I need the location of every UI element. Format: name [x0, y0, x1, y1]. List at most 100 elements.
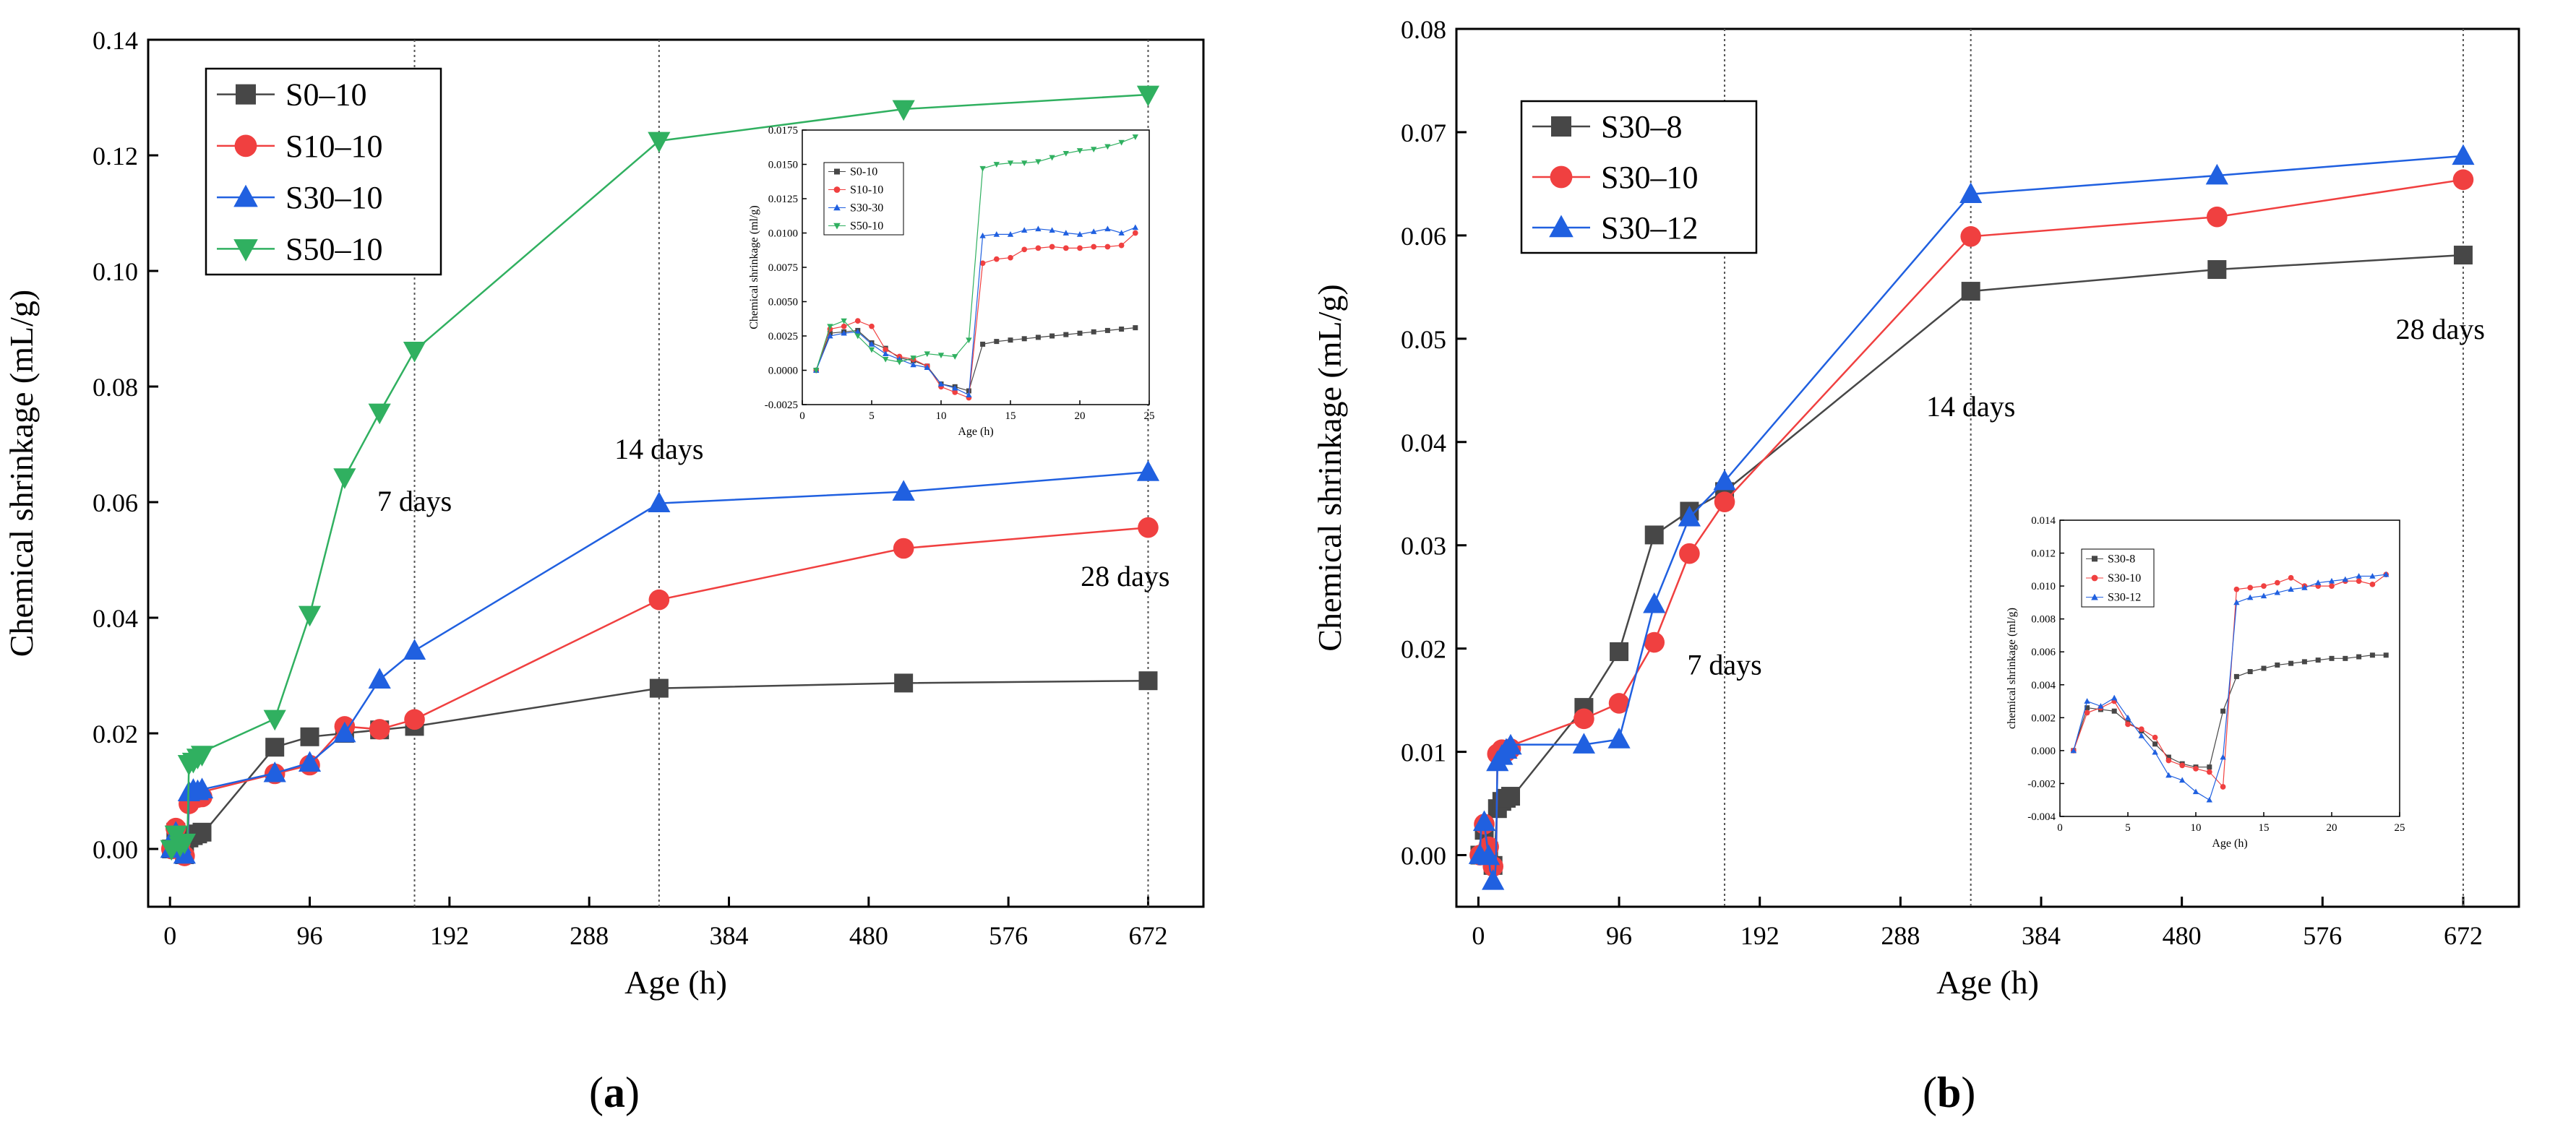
inset-x-tick-label: 20 [1075, 410, 1086, 422]
inset-data-point [2356, 578, 2362, 585]
x-tick-label: 672 [1128, 921, 1167, 950]
x-tick-label: 576 [2303, 921, 2342, 950]
day-annotation: 14 days [1926, 390, 2015, 423]
inset-series-triangle-down [813, 134, 1138, 374]
inset-data-point [827, 332, 833, 339]
inset-legend-marker [833, 204, 841, 211]
inset-data-point [2165, 754, 2171, 760]
data-point [1608, 693, 1630, 714]
inset-y-tick-label: 0.010 [2031, 581, 2056, 592]
day-annotation: 28 days [1081, 560, 1169, 592]
inset-x-tick-label: 10 [936, 410, 947, 422]
y-axis-label: Chemical shrinkage (mL/g) [1311, 284, 1348, 651]
y-tick-label: 0.00 [1401, 842, 1446, 871]
data-point [1644, 631, 1665, 653]
inset-data-point [937, 353, 945, 358]
y-tick-label: 0.00 [93, 835, 138, 864]
inset-data-point [883, 356, 889, 363]
data-point [1644, 525, 1664, 545]
y-axis-label: Chemical shrinkage (mL/g) [3, 290, 40, 657]
inset-data-point [1104, 225, 1111, 232]
inset-data-point [2193, 766, 2199, 772]
data-point [1713, 469, 1736, 491]
inset-x-tick-label: 0 [799, 410, 805, 422]
data-point [333, 468, 356, 489]
legend-label: S30–8 [1601, 109, 1682, 145]
data-point [893, 538, 914, 559]
inset-data-point [1076, 148, 1083, 154]
inset-data-point [2274, 579, 2280, 586]
data-point [2453, 246, 2473, 265]
inset-x-tick-label: 5 [2125, 822, 2131, 834]
inset-x-tick-label: 15 [2259, 822, 2270, 834]
x-tick-label: 384 [2022, 921, 2061, 950]
chart-panel-a: 0.00 0.02 0.04 0.06 0.08 0.10 0.12 0.14 0 96 192 28… [3, 26, 1205, 1001]
legend: S0–10 S10–10 S30–10 S50–10 [205, 67, 442, 276]
data-point [2205, 163, 2228, 185]
inset-data-point [2111, 694, 2118, 701]
inset-data-point [1008, 337, 1013, 343]
inset-data-point [2220, 754, 2226, 760]
inset-data-point [2098, 703, 2104, 709]
inset-chart: 0 5 10 15 20 25 -0.0025 0.0000 0.0025 0.0050 0.007… [748, 125, 1155, 438]
data-point [403, 639, 426, 660]
data-point [173, 833, 196, 855]
y-tick-label: 0.06 [1401, 222, 1446, 251]
data-point [649, 678, 669, 698]
data-point [368, 668, 391, 689]
x-tick-label: 672 [2444, 921, 2483, 950]
inset-data-point [2152, 741, 2158, 747]
inset-data-point [2329, 655, 2335, 661]
inset-data-point [2261, 665, 2267, 671]
data-point [190, 777, 214, 798]
inset-data-point [937, 381, 945, 387]
inset-x-axis-label: Age (h) [2212, 837, 2247, 850]
x-axis-label: Age (h) [624, 964, 727, 1001]
inset-y-tick-label: -0.0025 [765, 400, 798, 411]
y-tick-label: 0.06 [93, 488, 138, 517]
data-point [894, 673, 914, 693]
data-point [190, 746, 214, 767]
inset-data-point [2260, 592, 2267, 599]
x-tick-label: 0 [1472, 921, 1485, 950]
inset-data-point [2274, 589, 2280, 595]
inset-data-point [924, 364, 930, 371]
inset-data-point [1021, 160, 1028, 166]
inset-data-point [1062, 245, 1069, 251]
data-point [333, 721, 356, 743]
inset-y-tick-label: 0.0125 [768, 194, 798, 205]
inset-data-point [1104, 243, 1111, 250]
inset-data-point [1077, 245, 1083, 251]
inset-data-point [1021, 227, 1028, 233]
inset-data-point [2124, 714, 2131, 720]
x-tick-label: 480 [2163, 921, 2202, 950]
inset-data-point [2165, 757, 2172, 764]
inset-data-point [2085, 705, 2090, 711]
inset-x-tick-label: 10 [2191, 822, 2202, 834]
day-annotation: 28 days [2396, 313, 2485, 345]
inset-legend: S30-8 S30-10 S30-12 [2081, 548, 2155, 608]
panel-label-b: (b) [1923, 1069, 1976, 1116]
inset-data-point [993, 231, 1000, 237]
inset-data-point [2138, 726, 2144, 733]
inset-data-point [841, 329, 847, 336]
day-annotation: 7 days [1687, 648, 1761, 681]
data-point [1678, 505, 1701, 527]
inset-data-point [1077, 330, 1083, 336]
data-point [1714, 491, 1735, 512]
data-point [1138, 671, 1158, 691]
inset-data-point [2111, 708, 2117, 714]
inset-data-point [952, 384, 958, 391]
data-point [1572, 733, 1595, 754]
y-tick-label: 0.01 [1401, 738, 1446, 767]
inset-legend-marker [2091, 574, 2098, 582]
inset-legend: S0-10 S10-10 S30-30 S50-10 [823, 162, 904, 236]
x-tick-label: 96 [297, 921, 323, 950]
inset-x-tick-label: 15 [1005, 410, 1016, 422]
inset-data-point [979, 232, 986, 238]
data-point [192, 822, 212, 842]
inset-legend-label: S30-12 [2108, 592, 2141, 604]
inset-data-point [2152, 734, 2158, 741]
inset-data-point [2070, 747, 2077, 754]
